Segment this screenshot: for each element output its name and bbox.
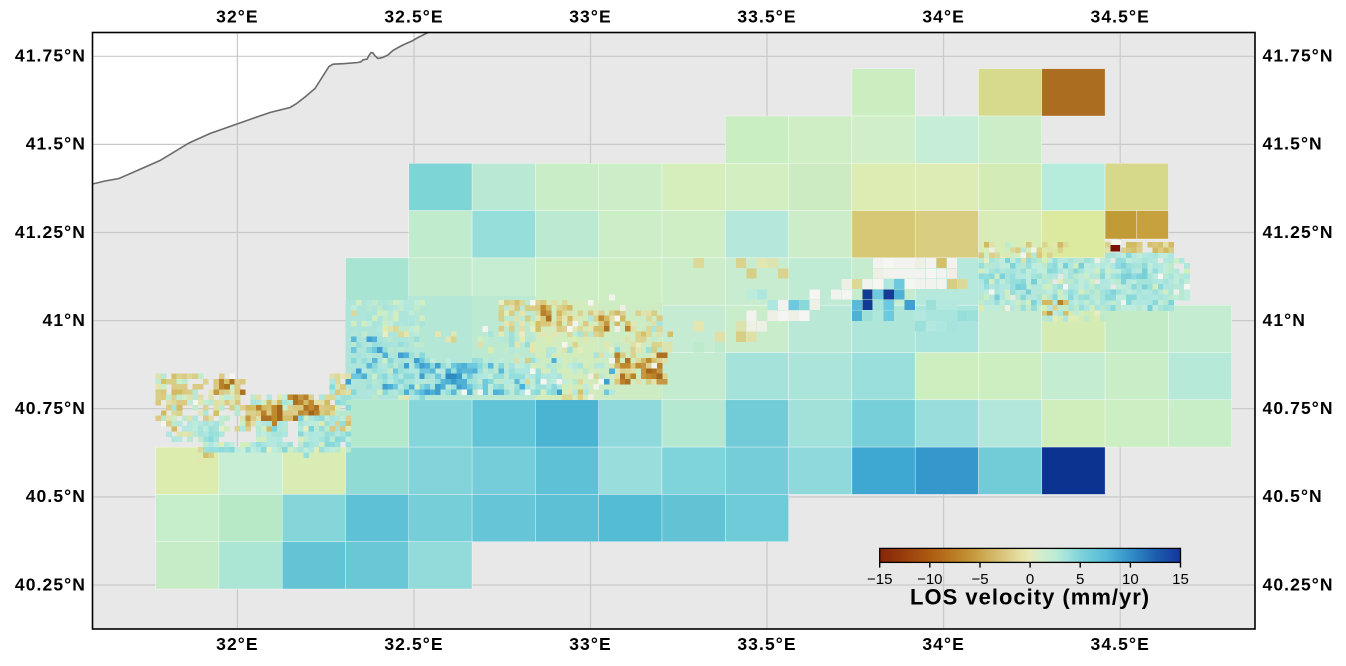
svg-text:−10: −10 [917, 571, 942, 588]
svg-text:41.5°N: 41.5°N [1263, 134, 1323, 154]
svg-text:15: 15 [1172, 571, 1189, 588]
svg-text:40.25°N: 40.25°N [15, 574, 86, 594]
svg-text:33°E: 33°E [569, 634, 612, 654]
svg-text:33°E: 33°E [569, 7, 612, 27]
svg-text:34°E: 34°E [922, 7, 965, 27]
svg-text:41.25°N: 41.25°N [15, 222, 86, 242]
svg-text:34.5°E: 34.5°E [1091, 634, 1150, 654]
svg-text:5: 5 [1076, 571, 1084, 588]
svg-text:33.5°E: 33.5°E [737, 634, 796, 654]
svg-text:40.5°N: 40.5°N [26, 486, 86, 506]
svg-text:40.5°N: 40.5°N [1263, 486, 1323, 506]
svg-text:41°N: 41°N [42, 310, 86, 330]
svg-text:10: 10 [1122, 571, 1139, 588]
svg-text:40.75°N: 40.75°N [15, 398, 86, 418]
svg-text:41.5°N: 41.5°N [26, 134, 86, 154]
svg-text:32.5°E: 32.5°E [384, 634, 443, 654]
svg-text:32°E: 32°E [216, 634, 259, 654]
svg-text:32°E: 32°E [216, 7, 259, 27]
svg-text:34°E: 34°E [922, 634, 965, 654]
svg-text:−5: −5 [971, 571, 988, 588]
svg-text:41.75°N: 41.75°N [15, 46, 86, 66]
svg-text:32.5°E: 32.5°E [384, 7, 443, 27]
svg-text:41.25°N: 41.25°N [1263, 222, 1334, 242]
svg-text:41°N: 41°N [1263, 310, 1307, 330]
svg-text:0: 0 [1026, 571, 1034, 588]
svg-text:40.75°N: 40.75°N [1263, 398, 1334, 418]
svg-text:−15: −15 [867, 571, 892, 588]
svg-text:40.25°N: 40.25°N [1263, 574, 1334, 594]
svg-text:LOS velocity (mm/yr): LOS velocity (mm/yr) [910, 585, 1150, 610]
svg-text:33.5°E: 33.5°E [737, 7, 796, 27]
svg-text:41.75°N: 41.75°N [1263, 46, 1334, 66]
svg-text:34.5°E: 34.5°E [1091, 7, 1150, 27]
